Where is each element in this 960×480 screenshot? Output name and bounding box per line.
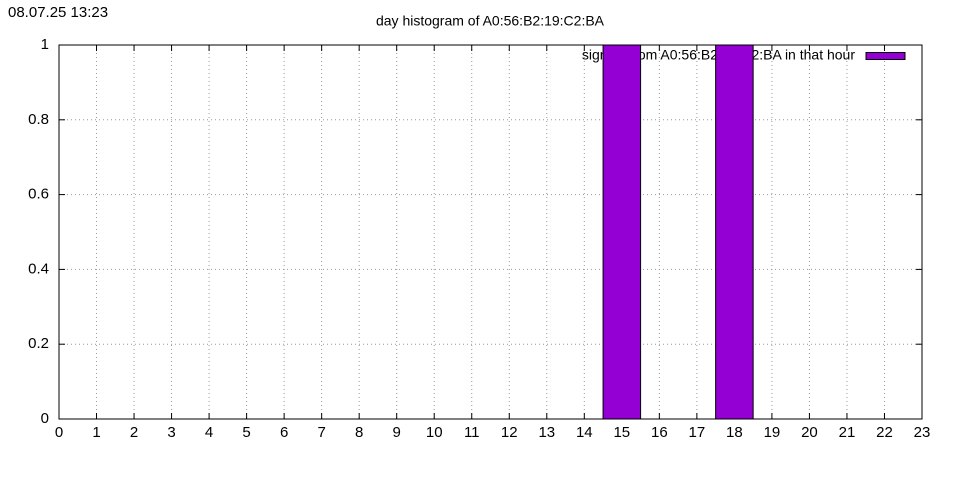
x-tick-label: 21 <box>839 424 856 441</box>
bar <box>602 44 642 420</box>
x-tick-label: 23 <box>914 424 931 441</box>
x-tick-label: 1 <box>92 424 100 441</box>
chart-title: day histogram of A0:56:B2:19:C2:BA <box>376 13 605 29</box>
legend-swatch <box>865 52 906 60</box>
x-tick-label: 11 <box>464 424 480 441</box>
x-tick-label: 10 <box>426 424 443 441</box>
x-tick-label: 5 <box>242 424 250 441</box>
x-tick-label: 12 <box>501 424 518 441</box>
x-tick-label: 15 <box>613 424 630 441</box>
y-tick-label: 0.2 <box>28 335 49 352</box>
plot-frame <box>58 44 923 420</box>
timestamp: 08.07.25 13:23 <box>8 4 108 21</box>
y-tick-label: 0.6 <box>28 186 49 203</box>
x-tick-label: 18 <box>726 424 743 441</box>
x-tick-label: 4 <box>205 424 213 441</box>
x-tick-label: 9 <box>393 424 401 441</box>
x-tick-label: 19 <box>764 424 781 441</box>
x-tick-label: 20 <box>801 424 818 441</box>
bar <box>715 44 754 420</box>
x-tick-label: 6 <box>280 424 288 441</box>
x-tick-label: 22 <box>876 424 893 441</box>
x-tick-label: 2 <box>130 424 138 441</box>
x-tick-label: 13 <box>538 424 555 441</box>
y-tick-label: 0.8 <box>28 111 49 128</box>
x-tick-label: 17 <box>689 424 706 441</box>
x-tick-label: 8 <box>355 424 363 441</box>
y-tick-label: 0 <box>41 410 49 427</box>
y-tick-label: 1 <box>41 36 49 53</box>
x-tick-label: 16 <box>651 424 668 441</box>
x-tick-label: 0 <box>55 424 63 441</box>
x-tick-label: 14 <box>576 424 593 441</box>
y-tick-label: 0.4 <box>28 260 49 277</box>
x-tick-label: 7 <box>317 424 325 441</box>
x-tick-label: 3 <box>167 424 175 441</box>
